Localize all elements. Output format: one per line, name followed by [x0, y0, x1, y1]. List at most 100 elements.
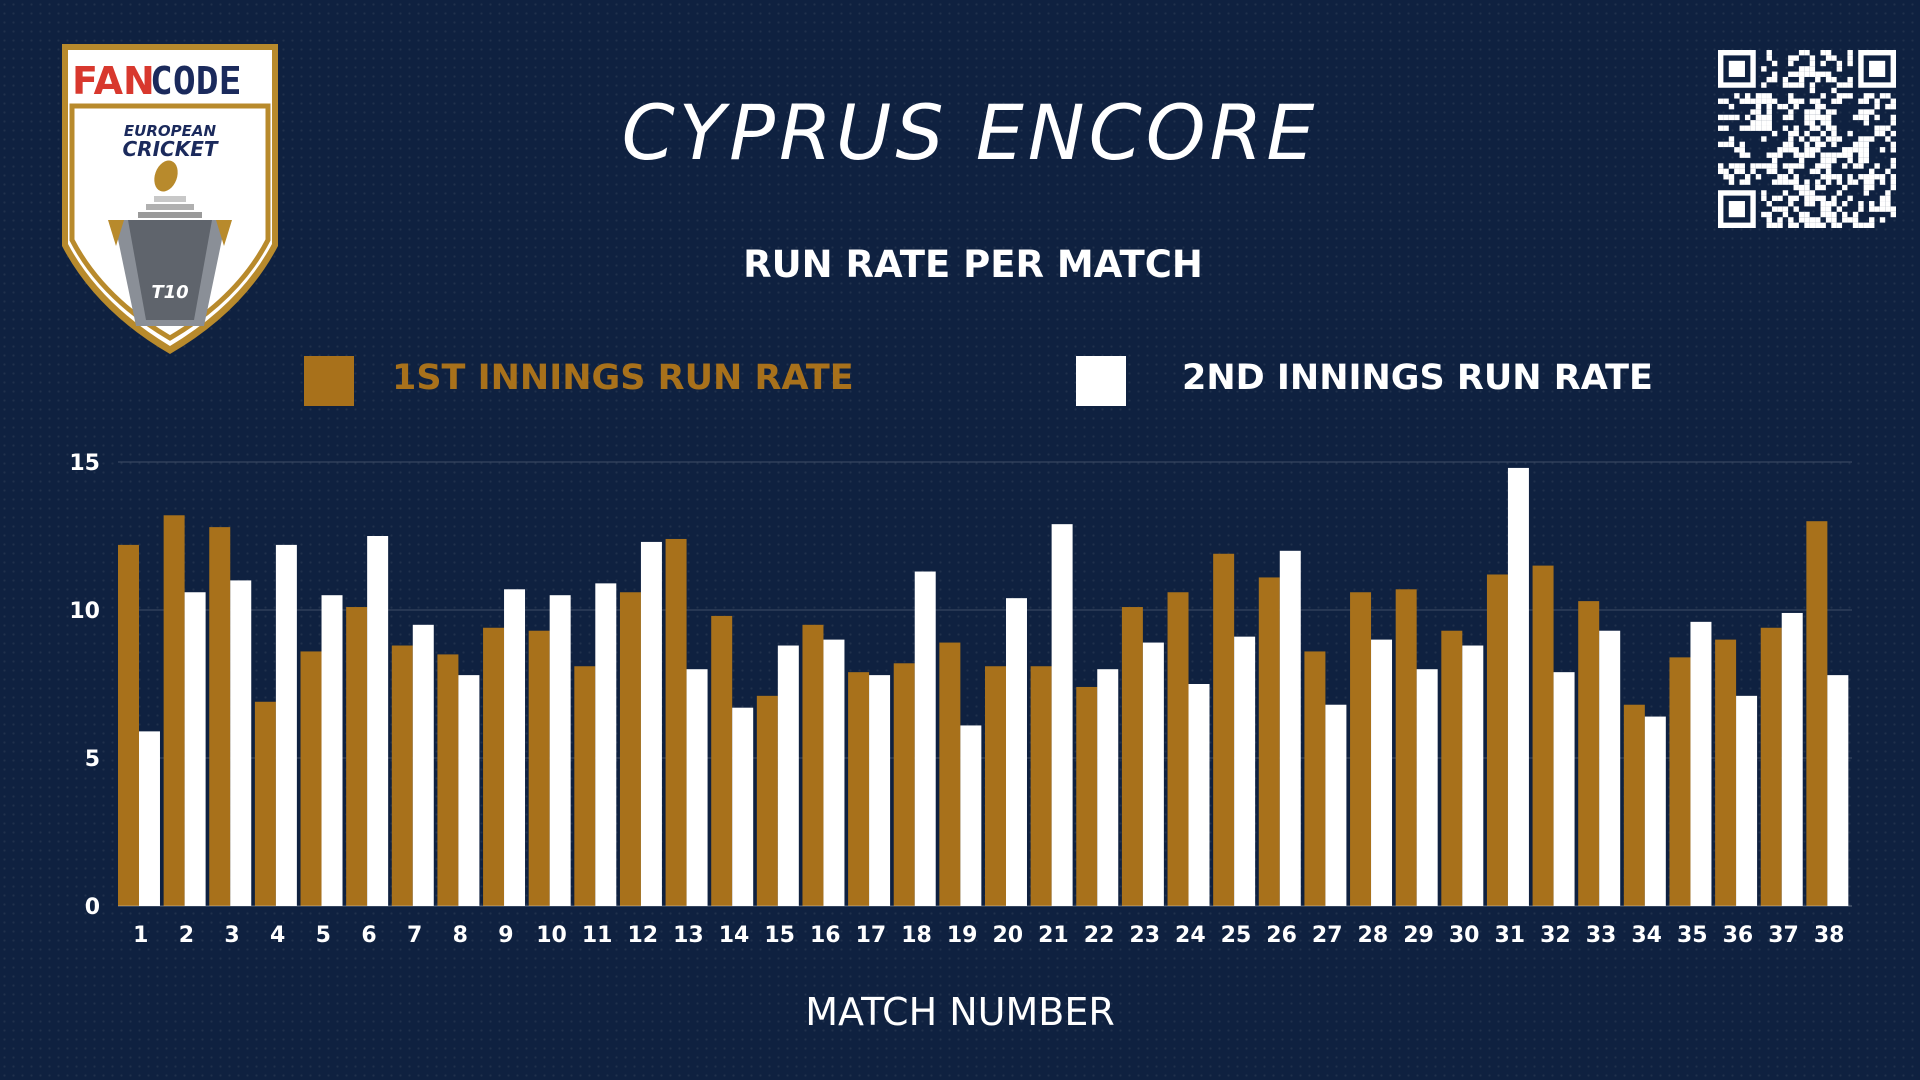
- qr-module: [1804, 114, 1810, 121]
- bar-second-innings-match-4: [275, 544, 297, 906]
- qr-module: [1809, 87, 1816, 94]
- qr-module: [1723, 98, 1729, 104]
- qr-module: [1761, 120, 1767, 126]
- qr-module: [1836, 190, 1843, 196]
- qr-module: [1842, 184, 1848, 191]
- qr-module: [1869, 222, 1875, 228]
- qr-module: [1885, 103, 1891, 110]
- qr-module: [1782, 211, 1789, 218]
- qr-module: [1771, 157, 1778, 164]
- qr-module: [1809, 147, 1816, 153]
- qr-module: [1858, 98, 1864, 104]
- qr-module: [1771, 71, 1778, 77]
- qr-module: [1766, 168, 1772, 175]
- bar-first-innings-match-27: [1304, 651, 1326, 906]
- qr-module: [1820, 120, 1826, 126]
- qr-module: [1761, 93, 1767, 99]
- qr-module: [1761, 114, 1767, 121]
- qr-module: [1771, 206, 1778, 212]
- qr-module: [1809, 201, 1816, 207]
- x-tick-label: 37: [1768, 923, 1799, 948]
- qr-module: [1831, 136, 1837, 142]
- qr-module: [1815, 179, 1821, 185]
- logo-line-cricket: CRICKET: [123, 137, 219, 161]
- bar-second-innings-match-7: [412, 624, 434, 906]
- qr-module: [1788, 93, 1794, 99]
- qr-module: [1847, 76, 1853, 83]
- qr-module: [1728, 201, 1745, 218]
- qr-module: [1793, 82, 1799, 88]
- bar-first-innings-match-14: [711, 615, 733, 906]
- bar-second-innings-match-2: [184, 592, 206, 906]
- bar-first-innings-match-19: [939, 642, 961, 906]
- x-tick-label: 26: [1266, 923, 1297, 948]
- qr-module: [1766, 55, 1772, 61]
- qr-module: [1723, 168, 1729, 175]
- qr-module: [1739, 152, 1745, 158]
- qr-module: [1728, 174, 1735, 180]
- bar-first-innings-match-34: [1623, 704, 1645, 906]
- qr-code-icon[interactable]: [1718, 50, 1896, 228]
- qr-module: [1766, 76, 1772, 83]
- qr-module: [1793, 103, 1799, 110]
- logo-brand-code: CODE: [150, 59, 242, 103]
- qr-module: [1771, 195, 1778, 202]
- qr-module: [1750, 109, 1756, 115]
- qr-module: [1815, 195, 1821, 202]
- qr-module: [1804, 147, 1810, 153]
- qr-module: [1788, 222, 1794, 228]
- qr-module: [1750, 120, 1756, 126]
- qr-module: [1863, 174, 1870, 180]
- qr-module: [1804, 195, 1810, 202]
- qr-module: [1820, 195, 1826, 202]
- qr-module: [1869, 184, 1875, 191]
- qr-module: [1728, 163, 1735, 169]
- bar-second-innings-match-9: [504, 589, 526, 906]
- qr-module: [1755, 174, 1762, 180]
- bar-first-innings-match-22: [1076, 686, 1098, 906]
- qr-module: [1761, 136, 1767, 142]
- qr-module: [1885, 168, 1891, 175]
- qr-module: [1869, 60, 1886, 77]
- bar-first-innings-match-29: [1395, 589, 1417, 906]
- bar-second-innings-match-28: [1371, 639, 1393, 906]
- qr-module: [1858, 174, 1864, 180]
- qr-module: [1728, 136, 1735, 142]
- qr-module: [1788, 147, 1794, 153]
- bar-first-innings-match-36: [1715, 639, 1737, 906]
- bar-second-innings-match-1: [138, 731, 160, 906]
- qr-module: [1869, 109, 1875, 115]
- qr-module: [1825, 168, 1832, 175]
- qr-module: [1890, 163, 1896, 169]
- bar-first-innings-match-3: [209, 527, 231, 906]
- qr-module: [1766, 125, 1772, 131]
- bar-second-innings-match-36: [1736, 695, 1758, 906]
- qr-module: [1863, 152, 1870, 158]
- qr-module: [1858, 157, 1864, 164]
- qr-module: [1718, 163, 1724, 169]
- qr-module: [1858, 147, 1864, 153]
- qr-module: [1815, 98, 1821, 104]
- qr-module: [1782, 82, 1789, 88]
- qr-module: [1831, 174, 1837, 180]
- qr-module: [1798, 163, 1805, 169]
- x-tick-label: 8: [453, 923, 468, 948]
- qr-module: [1793, 195, 1799, 202]
- qr-module: [1831, 217, 1837, 223]
- bar-second-innings-match-3: [230, 580, 252, 906]
- y-tick-label: 5: [85, 747, 100, 772]
- qr-module: [1815, 103, 1821, 110]
- qr-module: [1809, 152, 1816, 158]
- qr-module: [1777, 174, 1783, 180]
- qr-module: [1793, 98, 1799, 104]
- qr-module: [1739, 179, 1745, 185]
- qr-module: [1879, 201, 1886, 207]
- bar-second-innings-match-6: [367, 536, 389, 906]
- qr-module: [1825, 163, 1832, 169]
- qr-module: [1766, 98, 1772, 104]
- qr-module: [1825, 125, 1832, 131]
- bar-second-innings-match-26: [1279, 550, 1301, 906]
- bar-first-innings-match-16: [802, 624, 824, 906]
- qr-module: [1858, 152, 1864, 158]
